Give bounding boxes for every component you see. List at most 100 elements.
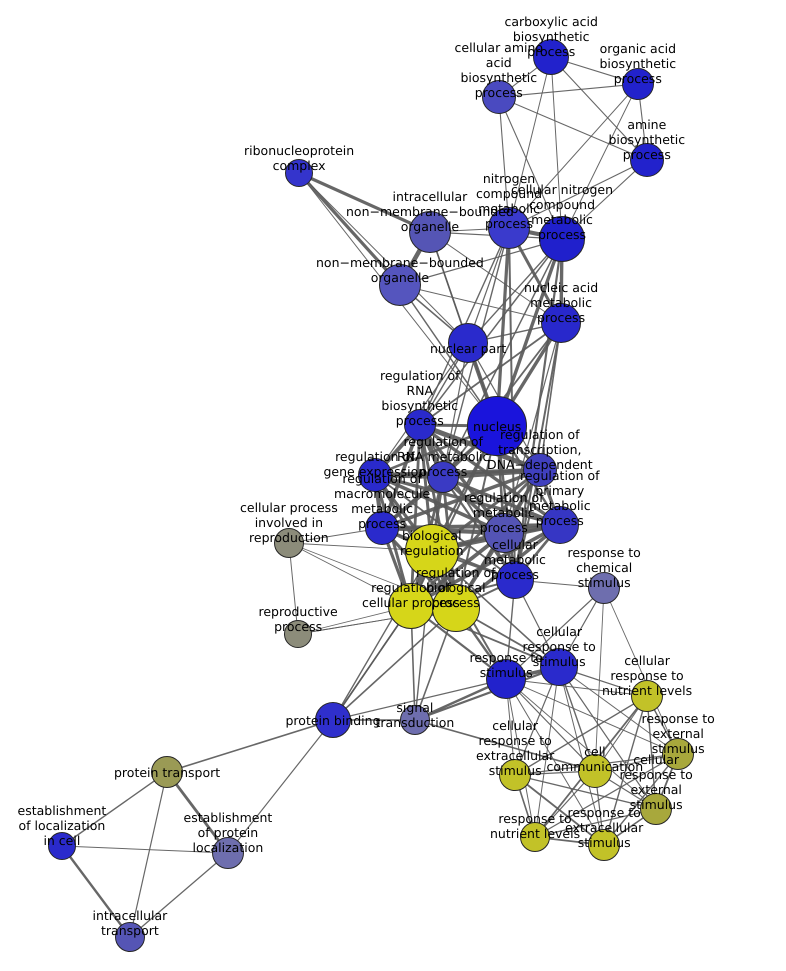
- graph-node[interactable]: [448, 323, 488, 363]
- graph-edge: [505, 587, 605, 680]
- graph-node[interactable]: [285, 159, 313, 187]
- graph-edge: [558, 666, 679, 755]
- graph-node[interactable]: [274, 528, 304, 558]
- graph-edge: [603, 587, 679, 755]
- graph-edge: [166, 719, 334, 773]
- graph-edge: [505, 678, 536, 838]
- graph-edge: [419, 424, 516, 581]
- graph-edge: [561, 83, 639, 240]
- graph-node[interactable]: [315, 702, 351, 738]
- graph-edge: [61, 845, 229, 854]
- graph-edge: [418, 423, 506, 535]
- graph-edge: [498, 83, 639, 98]
- graph-node[interactable]: [284, 620, 312, 648]
- graph-node[interactable]: [404, 409, 436, 441]
- graph-node[interactable]: [388, 583, 434, 629]
- graph-node[interactable]: [499, 759, 531, 791]
- graph-edge: [550, 56, 563, 240]
- graph-edge: [508, 159, 648, 229]
- graph-edge: [514, 774, 657, 810]
- graph-edge: [429, 231, 562, 324]
- graph-edge: [399, 284, 562, 324]
- graph-edge: [508, 83, 639, 229]
- graph-edge: [441, 475, 562, 527]
- graph-edge: [409, 523, 562, 608]
- graph-node[interactable]: [48, 832, 76, 860]
- graph-edge: [373, 473, 506, 535]
- graph-edge: [332, 550, 433, 721]
- graph-edge: [61, 771, 168, 847]
- graph-edge: [558, 666, 657, 810]
- graph-node[interactable]: [409, 211, 451, 253]
- graph-edge: [414, 719, 596, 772]
- graph-node[interactable]: [488, 207, 530, 249]
- graph-node[interactable]: [588, 572, 620, 604]
- graph-edge: [498, 96, 648, 161]
- graph-node[interactable]: [484, 513, 524, 553]
- graph-edge: [373, 473, 562, 527]
- graph-edge: [129, 852, 229, 938]
- graph-node[interactable]: [540, 648, 578, 686]
- graph-edge: [60, 844, 132, 939]
- graph-edge: [534, 666, 560, 838]
- graph-edge: [505, 678, 679, 755]
- graph-node[interactable]: [533, 39, 569, 75]
- graph-node[interactable]: [622, 68, 654, 100]
- graph-edge: [550, 56, 648, 161]
- graph-node[interactable]: [486, 659, 526, 699]
- graph-edge: [332, 607, 457, 721]
- graph-edge: [534, 808, 657, 838]
- graph-edge: [558, 666, 605, 846]
- graph-node[interactable]: [482, 80, 516, 114]
- graph-edge: [498, 96, 510, 229]
- graph-node[interactable]: [432, 584, 480, 632]
- graph-edge: [498, 96, 563, 240]
- graph-node[interactable]: [365, 511, 399, 545]
- graph-edge: [399, 238, 563, 286]
- graph-node[interactable]: [405, 524, 459, 578]
- graph-edge: [413, 665, 561, 722]
- graph-node[interactable]: [578, 754, 612, 788]
- graph-edge: [534, 753, 679, 838]
- graph-node[interactable]: [115, 922, 145, 952]
- graph-edge: [505, 678, 605, 846]
- graph-edge: [514, 666, 560, 776]
- graph-node[interactable]: [212, 837, 244, 869]
- graph-edge: [513, 237, 564, 582]
- graph-edge: [514, 774, 605, 846]
- graph-edge: [603, 695, 648, 846]
- graph-edge: [297, 171, 432, 234]
- graph-edge: [380, 523, 562, 530]
- graph-node[interactable]: [539, 216, 585, 262]
- graph-edge: [508, 56, 552, 229]
- graph-node[interactable]: [496, 561, 534, 599]
- graph-node[interactable]: [379, 264, 421, 306]
- graph-edge: [419, 238, 563, 426]
- graph-node[interactable]: [588, 829, 620, 861]
- graph-node[interactable]: [630, 143, 664, 177]
- graph-edge: [495, 237, 564, 428]
- graph-edge: [505, 678, 657, 810]
- graph-node[interactable]: [523, 453, 557, 487]
- graph-edge: [514, 695, 648, 776]
- graph-node[interactable]: [541, 303, 581, 343]
- graph-node[interactable]: [358, 458, 392, 492]
- graph-node[interactable]: [151, 756, 183, 788]
- graph-edge: [129, 771, 168, 938]
- graph-edge: [505, 678, 648, 697]
- graph-node[interactable]: [631, 680, 663, 712]
- graph-node[interactable]: [520, 822, 550, 852]
- graph-node[interactable]: [640, 793, 672, 825]
- graph-node[interactable]: [541, 506, 579, 544]
- graph-edge: [288, 542, 299, 635]
- graph-edge: [431, 550, 560, 668]
- graph-edge: [646, 695, 657, 810]
- graph-edge: [442, 342, 469, 478]
- graph-node[interactable]: [400, 705, 430, 735]
- graph-node[interactable]: [662, 738, 694, 770]
- graph-node[interactable]: [467, 396, 527, 456]
- graph-edge: [441, 475, 517, 582]
- graph-node[interactable]: [427, 461, 459, 493]
